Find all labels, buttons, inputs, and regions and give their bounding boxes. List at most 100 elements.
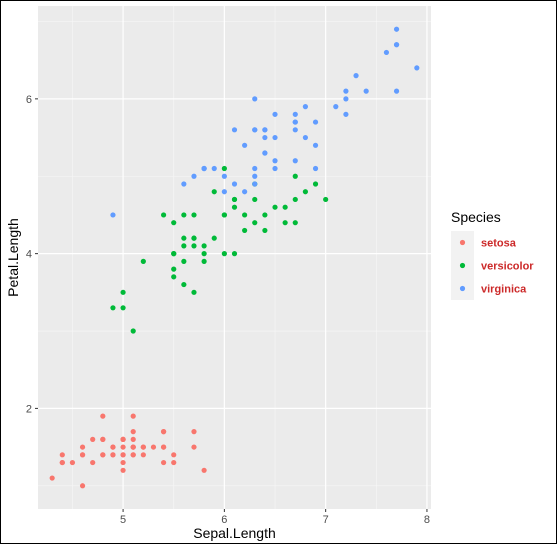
point-virginica [414,65,420,71]
point-setosa [130,436,136,442]
point-versicolor [171,266,177,272]
data-points [49,26,420,489]
point-virginica [252,181,258,187]
point-setosa [90,436,96,442]
point-versicolor [262,212,268,218]
point-versicolor [201,243,207,249]
point-versicolor [231,251,238,257]
point-setosa [130,452,136,458]
point-versicolor [292,173,298,179]
point-versicolor [262,227,268,234]
point-virginica [302,134,309,141]
point-versicolor [221,165,227,172]
point-setosa [59,452,65,458]
point-virginica [353,73,359,79]
x-axis-title: Sepal.Length [193,525,276,541]
plot-panel [38,6,431,509]
legend-label-virginica: virginica [481,284,527,296]
point-virginica [393,88,400,94]
point-setosa [160,429,167,435]
legend-label-versicolor: versicolor [481,261,534,273]
point-setosa [191,444,197,450]
point-virginica [333,104,339,110]
y-tick-label: 4 [26,249,32,261]
point-virginica [312,119,319,125]
point-virginica [231,181,238,187]
minor-gridlines [38,6,431,509]
point-setosa [140,452,146,458]
point-virginica [272,158,278,164]
point-setosa [171,452,177,458]
legend-symbol-versicolor [459,262,466,269]
point-setosa [79,483,86,489]
x-tick-label: 7 [323,514,329,526]
point-versicolor [201,251,207,257]
point-virginica [302,104,309,110]
legend-title: Species [451,209,501,225]
point-setosa [100,436,106,442]
point-virginica [181,181,187,187]
point-virginica [292,127,298,133]
point-virginica [292,158,298,164]
point-versicolor [120,289,126,295]
point-versicolor [181,243,187,249]
point-setosa [49,475,55,481]
point-setosa [140,444,146,450]
point-versicolor [130,328,136,334]
point-versicolor [171,220,177,226]
y-axis-title: Petal.Length [5,218,21,297]
point-setosa [110,444,116,450]
point-setosa [90,459,96,466]
point-versicolor [282,204,288,210]
point-versicolor [323,196,329,203]
point-versicolor [312,181,319,187]
y-tick-label: 2 [26,403,32,415]
point-virginica [292,111,298,117]
point-virginica [231,127,238,133]
point-virginica [292,119,298,125]
x-axis: 5 6 7 8 [120,509,430,526]
point-virginica [262,127,268,133]
point-setosa [160,459,167,466]
point-versicolor [302,189,309,195]
point-virginica [262,134,268,141]
point-setosa [110,452,116,458]
point-versicolor [181,235,187,241]
point-versicolor [171,251,177,257]
point-virginica [211,165,217,172]
point-virginica [343,96,349,102]
point-versicolor [242,212,248,218]
point-versicolor [292,196,298,203]
legend-label-setosa: setosa [481,238,517,250]
point-setosa [120,436,126,442]
point-virginica [312,165,319,172]
point-versicolor [221,251,227,257]
point-virginica [201,165,207,172]
legend-symbol-setosa [459,239,466,246]
point-versicolor [221,212,227,218]
point-setosa [100,413,106,419]
point-virginica [312,142,319,148]
point-virginica [272,134,278,141]
point-setosa [69,459,76,466]
point-virginica [363,88,369,94]
point-versicolor [110,305,116,311]
point-setosa [120,452,126,458]
point-versicolor [191,212,197,218]
point-versicolor [242,227,248,234]
point-setosa [130,429,136,435]
point-versicolor [282,220,288,226]
point-versicolor [211,235,217,241]
point-versicolor [120,305,126,311]
x-tick-label: 6 [221,514,227,526]
point-virginica [252,165,258,172]
point-virginica [262,150,268,156]
point-setosa [201,467,207,473]
point-setosa [150,444,157,450]
point-virginica [383,49,390,56]
point-versicolor [201,258,207,264]
point-versicolor [272,204,278,210]
point-versicolor [181,258,187,264]
point-setosa [160,444,167,450]
